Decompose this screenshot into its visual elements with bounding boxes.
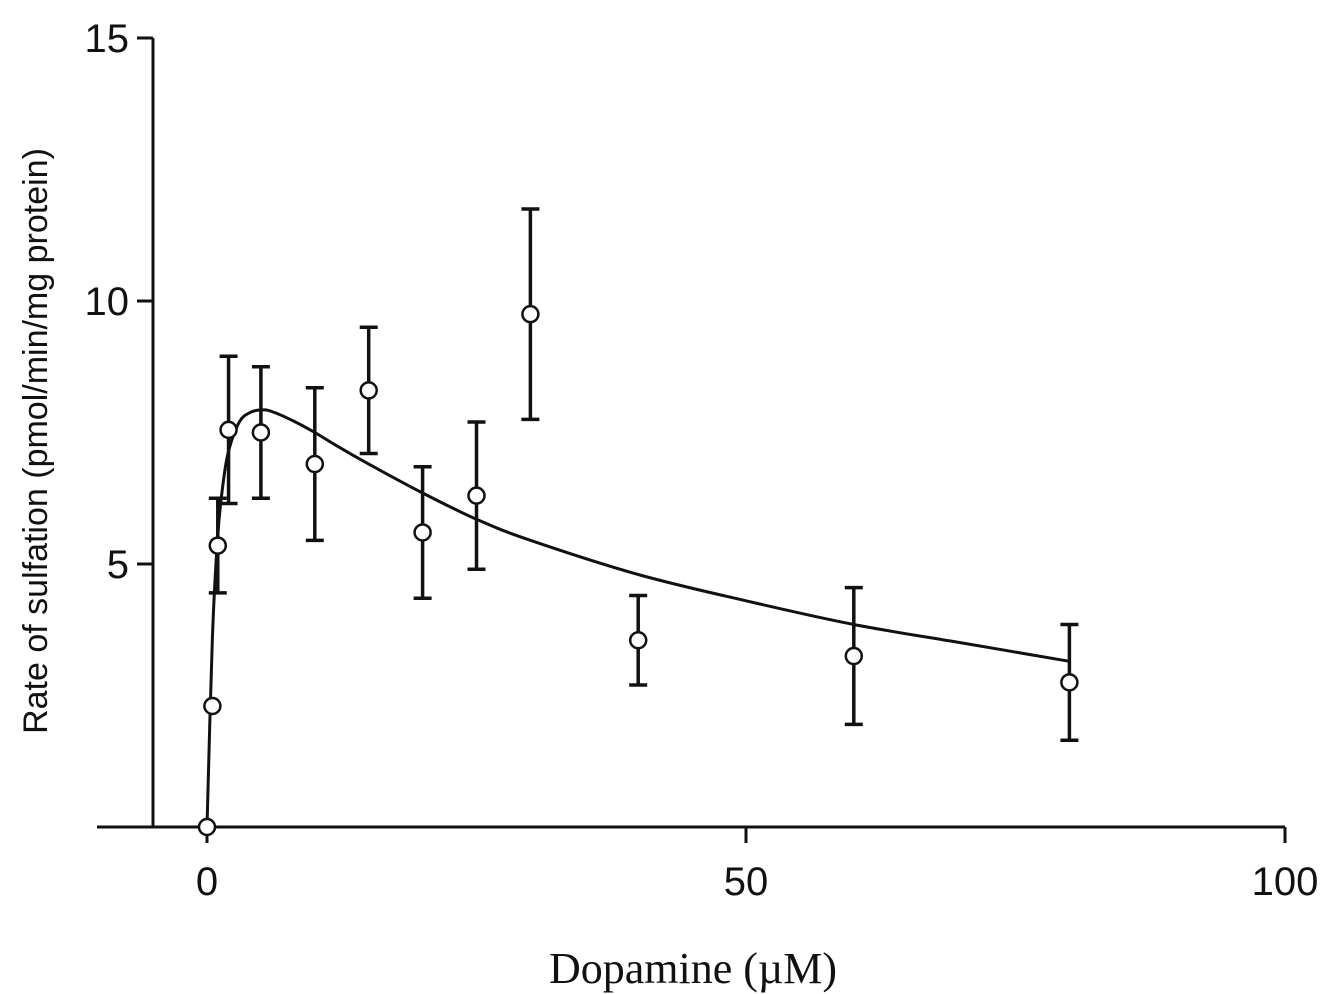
data-point — [628, 631, 648, 650]
x-axis-label: Dopamine (µM) — [549, 944, 837, 993]
x-tick-label: 50 — [724, 860, 769, 904]
y-tick-label: 10 — [85, 280, 130, 324]
data-point — [413, 523, 432, 542]
data-point — [467, 486, 486, 505]
data-point — [208, 536, 228, 555]
data-point — [359, 381, 378, 400]
y-tick-label: 5 — [107, 543, 129, 587]
data-point — [197, 817, 217, 837]
x-tick-label: 0 — [196, 860, 218, 904]
data-point — [219, 420, 238, 440]
data-point — [521, 304, 540, 324]
data-point — [203, 696, 222, 716]
ticks: 5 10 15 0 50 100 — [85, 17, 1319, 904]
data-point — [251, 423, 271, 442]
fit-curve — [205, 408, 1070, 828]
y-tick-label: 15 — [85, 17, 130, 61]
data-point — [1060, 673, 1079, 692]
axes — [97, 38, 1285, 829]
y-axis-label: Rate of sulfation (pmol/min/mg protein) — [17, 148, 55, 734]
data-point — [844, 646, 864, 666]
data-point — [305, 454, 325, 474]
data-points — [197, 304, 1079, 837]
error-bars — [208, 207, 1079, 742]
x-tick-label: 100 — [1252, 860, 1319, 904]
